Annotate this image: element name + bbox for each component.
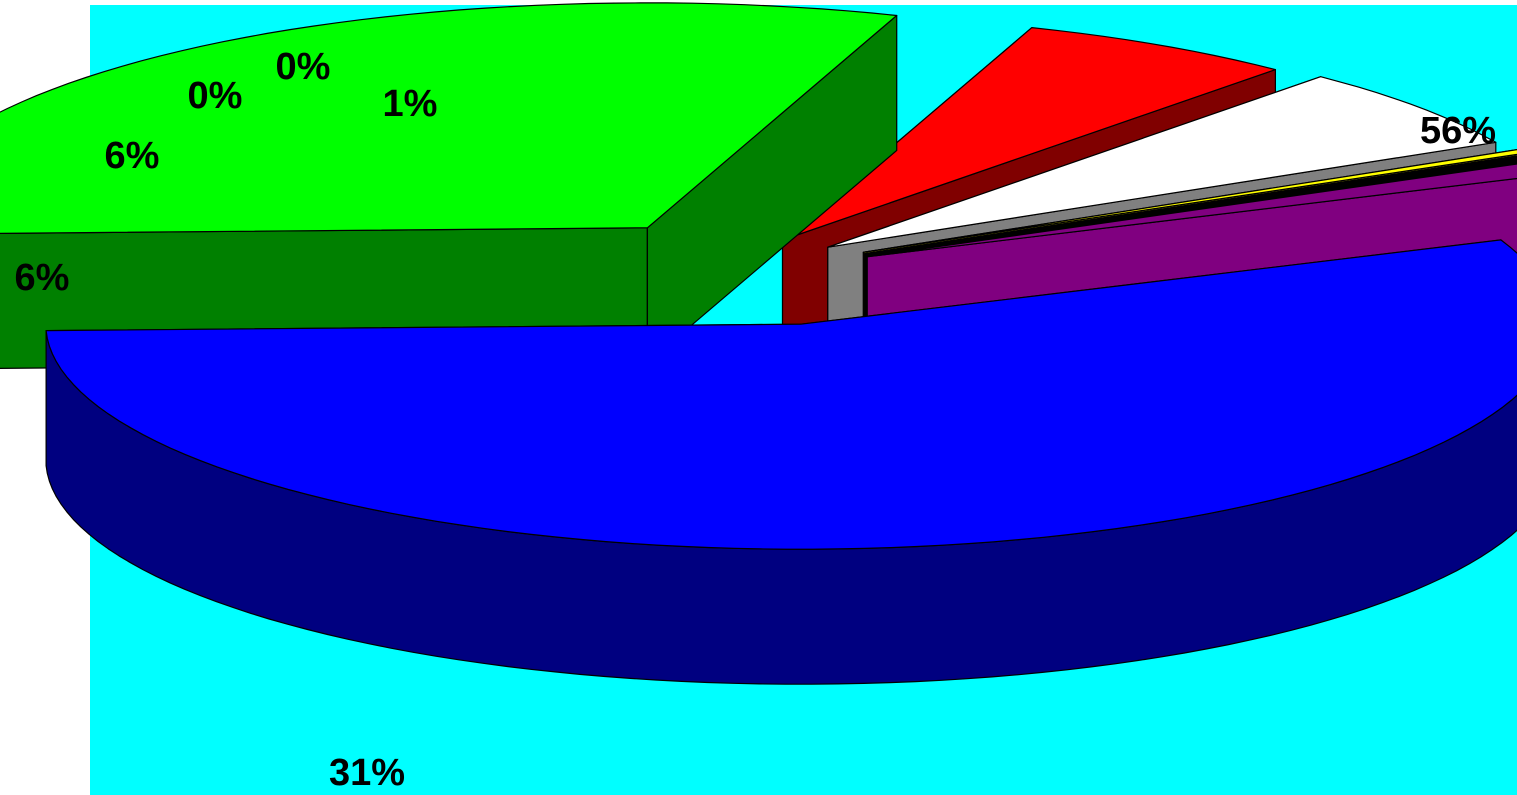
pie-slice-1	[45, 239, 1517, 685]
pie-slice-3-top	[781, 27, 1277, 241]
data-label-slice-6: 0%	[276, 46, 331, 88]
data-label-slice-5: 0%	[188, 75, 243, 117]
pie-slice-4-top	[827, 76, 1497, 248]
data-label-slice-3: 6%	[15, 257, 70, 299]
data-label-slice-2: 31%	[329, 752, 405, 794]
data-label-slice-7: 1%	[383, 83, 438, 125]
data-label-slice-4: 6%	[105, 135, 160, 177]
pie-slice-7-top	[866, 163, 1517, 258]
pie-slice-1-top	[45, 239, 1517, 550]
labels-layer: 56% 31% 6% 6% 0% 0% 1%	[15, 46, 1496, 794]
slices-layer	[0, 2, 1517, 685]
pie-slice-6-top	[864, 155, 1517, 255]
pie-slice-5-top	[862, 149, 1517, 253]
pie-slice-2-top	[0, 2, 898, 234]
data-label-slice-1: 56%	[1420, 110, 1496, 152]
